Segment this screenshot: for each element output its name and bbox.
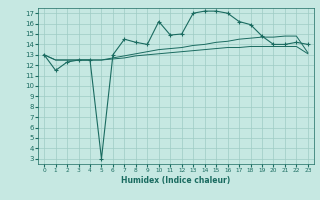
X-axis label: Humidex (Indice chaleur): Humidex (Indice chaleur) xyxy=(121,176,231,185)
